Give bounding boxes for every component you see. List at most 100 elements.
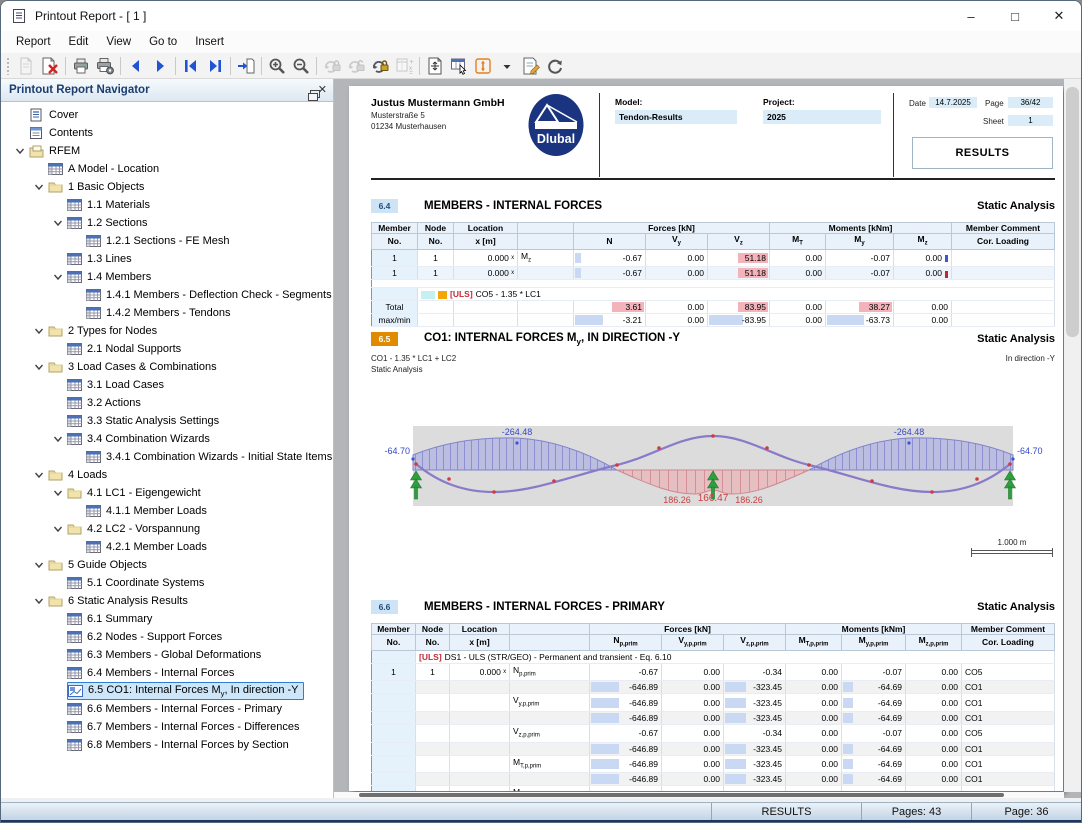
tree-item[interactable]: 4.1.1 Member Loads	[1, 502, 333, 520]
print-preview-button[interactable]	[14, 55, 38, 77]
tree-item-body[interactable]: 4 Loads	[48, 468, 111, 482]
sync-dropdown-button[interactable]	[495, 55, 519, 77]
tree-item[interactable]: 1.2.1 Sections - FE Mesh	[1, 232, 333, 250]
tree-item[interactable]: 4.2 LC2 - Vorspannung	[1, 520, 333, 538]
tree-expander-icon[interactable]	[29, 182, 48, 192]
tree-expander-icon[interactable]	[48, 488, 67, 498]
close-button[interactable]: ✕	[1053, 8, 1065, 23]
tree-item-body[interactable]: 4.1 LC1 - Eigengewicht	[67, 486, 205, 500]
toolbar-grip[interactable]	[6, 56, 11, 75]
next-page-button[interactable]	[148, 55, 172, 77]
tree-item-body[interactable]: 6.6 Members - Internal Forces - Primary	[67, 702, 286, 716]
zoom-in-button[interactable]	[265, 55, 289, 77]
tree-item-body[interactable]: 4.1.1 Member Loads	[86, 504, 211, 518]
tree-item[interactable]: 4 Loads	[1, 466, 333, 484]
tree-item-body[interactable]: 3.4 Combination Wizards	[67, 432, 214, 446]
previous-page-button[interactable]	[124, 55, 148, 77]
tree-item[interactable]: 1.4.2 Members - Tendons	[1, 304, 333, 322]
vertical-scrollbar[interactable]	[1064, 79, 1081, 792]
tree-item[interactable]: RFEM	[1, 142, 333, 160]
recalculate-tables-button[interactable]: + x =	[392, 55, 416, 77]
tree-item-body[interactable]: 2.1 Nodal Supports	[67, 342, 185, 356]
tree-item[interactable]: 1 Basic Objects	[1, 178, 333, 196]
tree-item-body[interactable]: 1.4 Members	[67, 270, 155, 284]
tree-item-body[interactable]: 6.8 Members - Internal Forces by Section	[67, 738, 293, 752]
tree-item-body[interactable]: 4.2 LC2 - Vorspannung	[67, 522, 204, 536]
tree-item[interactable]: 4.2.1 Member Loads	[1, 538, 333, 556]
tree-expander-icon[interactable]	[29, 362, 48, 372]
tree-expander-icon[interactable]	[29, 326, 48, 336]
tree-item[interactable]: A Model - Location	[1, 160, 333, 178]
print-button[interactable]	[69, 55, 93, 77]
tree-expander-icon[interactable]	[48, 218, 67, 228]
tree-item-body[interactable]: A Model - Location	[48, 162, 163, 176]
tree-item[interactable]: 2.1 Nodal Supports	[1, 340, 333, 358]
tree-item-body[interactable]: 6.1 Summary	[67, 612, 156, 626]
tree-item[interactable]: Contents	[1, 124, 333, 142]
tree-expander-icon[interactable]	[29, 560, 48, 570]
tree-item[interactable]: 6.3 Members - Global Deformations	[1, 646, 333, 664]
zoom-out-button[interactable]	[289, 55, 313, 77]
tree-expander-icon[interactable]	[29, 470, 48, 480]
tree-item[interactable]: 2 Types for Nodes	[1, 322, 333, 340]
tree-item[interactable]: 1.4.1 Members - Deflection Check - Segme…	[1, 286, 333, 304]
last-page-button[interactable]	[203, 55, 227, 77]
go-to-page-button[interactable]	[234, 55, 258, 77]
tree-item-body[interactable]: 2 Types for Nodes	[48, 324, 161, 338]
tree-item[interactable]: 3.4.1 Combination Wizards - Initial Stat…	[1, 448, 333, 466]
tree-item[interactable]: 4.1 LC1 - Eigengewicht	[1, 484, 333, 502]
tree-item[interactable]: 1.2 Sections	[1, 214, 333, 232]
tree-expander-icon[interactable]	[48, 272, 67, 282]
first-page-button[interactable]	[179, 55, 203, 77]
tree-item[interactable]: 6.7 Members - Internal Forces - Differen…	[1, 718, 333, 736]
tree-item-body[interactable]: 1.2.1 Sections - FE Mesh	[86, 234, 234, 248]
tree-expander-icon[interactable]	[48, 524, 67, 534]
tree-item[interactable]: 3.4 Combination Wizards	[1, 430, 333, 448]
tree-item[interactable]: 6.6 Members - Internal Forces - Primary	[1, 700, 333, 718]
menu-insert[interactable]: Insert	[195, 36, 224, 48]
sync-navigator-button[interactable]	[471, 55, 495, 77]
tree-item-body[interactable]: 1.4.1 Members - Deflection Check - Segme…	[86, 288, 333, 302]
tree-expander-icon[interactable]	[10, 146, 29, 156]
tree-item-body[interactable]: 6.4 Members - Internal Forces	[67, 666, 238, 680]
tree-item-body[interactable]: 1.2 Sections	[67, 216, 152, 230]
navigator-close-icon[interactable]: ✕	[317, 83, 327, 96]
tree-item-body[interactable]: 6.7 Members - Internal Forces - Differen…	[67, 720, 304, 734]
tree-item-body[interactable]: 3.2 Actions	[67, 396, 145, 410]
menu-go-to[interactable]: Go to	[149, 36, 178, 48]
print-settings-button[interactable]	[93, 55, 117, 77]
tree-item-body[interactable]: 4.2.1 Member Loads	[86, 540, 211, 554]
horizontal-scrollbar[interactable]	[334, 792, 1064, 798]
vertical-scrollbar-thumb[interactable]	[1066, 87, 1079, 337]
page-setup-button[interactable]	[423, 55, 447, 77]
tree-item-body[interactable]: Contents	[29, 126, 97, 140]
tree-item-body[interactable]: 6 Static Analysis Results	[48, 594, 192, 608]
menu-edit[interactable]: Edit	[68, 36, 89, 48]
tree-expander-icon[interactable]	[29, 596, 48, 606]
menu-view[interactable]: View	[106, 36, 132, 48]
tree-item-body[interactable]: 5.1 Coordinate Systems	[67, 576, 208, 590]
horizontal-scrollbar-thumb[interactable]	[359, 793, 1004, 797]
tree-item-body[interactable]: 3.4.1 Combination Wizards - Initial Stat…	[86, 450, 333, 464]
tree-item-body[interactable]: 1 Basic Objects	[48, 180, 148, 194]
lock-all-button[interactable]	[368, 55, 392, 77]
edit-page-button[interactable]	[519, 55, 543, 77]
tree-item-body[interactable]: 1.1 Materials	[67, 198, 154, 212]
tree-item-body[interactable]: RFEM	[29, 144, 84, 158]
maximize-button[interactable]: □	[1011, 8, 1019, 24]
tree-expander-icon[interactable]	[48, 434, 67, 444]
menu-report[interactable]: Report	[16, 36, 51, 48]
tree-item[interactable]: 3 Load Cases & Combinations	[1, 358, 333, 376]
tree-item[interactable]: 6.5 CO1: Internal Forces My, In directio…	[1, 681, 333, 701]
tree-item-body[interactable]: 6.3 Members - Global Deformations	[67, 648, 265, 662]
tree-item-body[interactable]: Cover	[29, 108, 82, 122]
tree-item-body[interactable]: 1.3 Lines	[67, 252, 136, 266]
tree-item[interactable]: 1.1 Materials	[1, 196, 333, 214]
tree-item[interactable]: 5 Guide Objects	[1, 556, 333, 574]
tree-item[interactable]: 5.1 Coordinate Systems	[1, 574, 333, 592]
minimize-button[interactable]: –	[967, 8, 975, 24]
tree-item[interactable]: 1.4 Members	[1, 268, 333, 286]
tree-item-selected[interactable]: 6.5 CO1: Internal Forces My, In directio…	[67, 681, 304, 701]
tree-item[interactable]: 6.4 Members - Internal Forces	[1, 664, 333, 682]
tree-item-body[interactable]: 3.1 Load Cases	[67, 378, 168, 392]
